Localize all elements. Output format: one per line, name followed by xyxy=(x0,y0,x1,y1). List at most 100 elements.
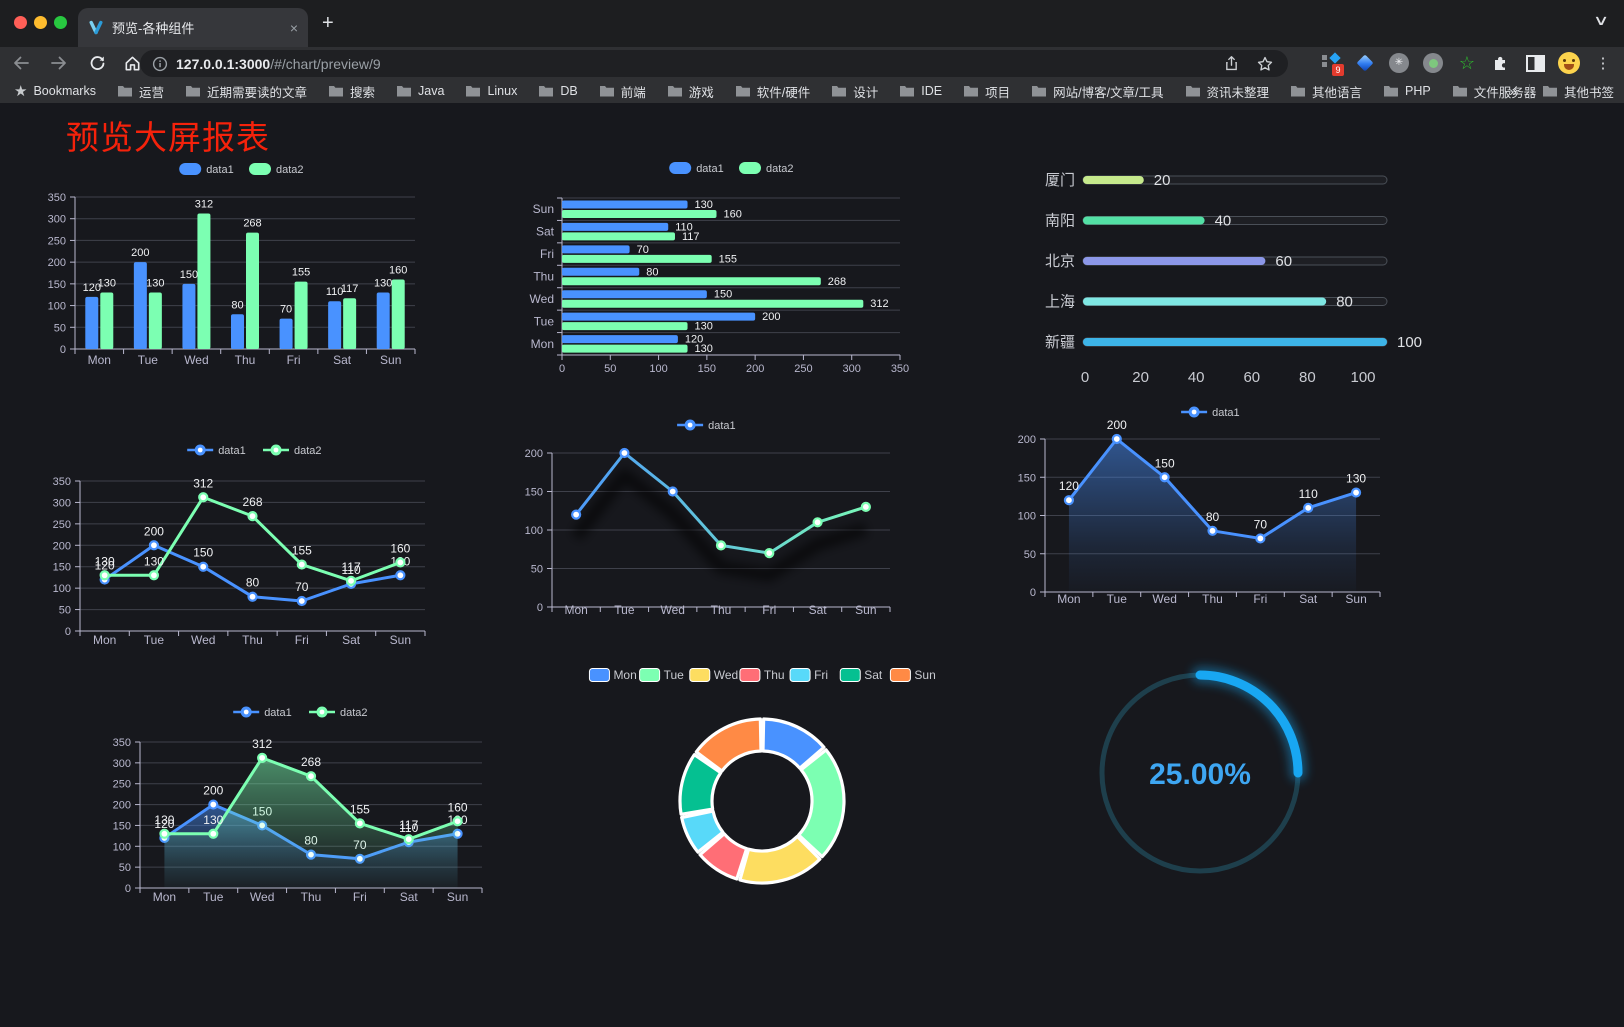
svg-text:130: 130 xyxy=(144,554,164,568)
url-host: 127.0.0.1:3000 xyxy=(176,55,271,72)
bookmark-label: 搜索 xyxy=(350,85,376,100)
bookmark-item[interactable]: PHP xyxy=(1383,84,1431,98)
svg-text:80: 80 xyxy=(231,299,243,311)
svg-text:Sat: Sat xyxy=(809,603,828,617)
bookmark-item[interactable]: 运营 xyxy=(117,82,164,101)
svg-text:新疆: 新疆 xyxy=(1045,334,1075,351)
bookmark-item[interactable]: 近期需要读的文章 xyxy=(185,82,307,101)
reader-panel-extension-icon[interactable] xyxy=(1524,52,1546,74)
bookmark-item[interactable]: Linux xyxy=(465,84,517,98)
svg-text:110: 110 xyxy=(675,221,693,233)
svg-text:Mon: Mon xyxy=(564,603,587,617)
bookmarks-divider xyxy=(1528,83,1530,99)
bookmark-item[interactable]: IDE xyxy=(899,84,942,98)
menu-dots-icon[interactable]: ⋮ xyxy=(1595,55,1611,72)
svg-text:100: 100 xyxy=(649,363,667,375)
other-bookmarks-item[interactable]: 其他书签 xyxy=(1542,82,1614,101)
bookmarks-star-icon: ★ xyxy=(14,82,28,100)
bookmark-item[interactable]: 软件/硬件 xyxy=(735,82,810,101)
svg-text:Thu: Thu xyxy=(533,270,554,284)
svg-text:130: 130 xyxy=(695,199,713,211)
asterisk-circle-extension-icon[interactable]: ✳ xyxy=(1388,52,1410,74)
svg-text:Fri: Fri xyxy=(814,668,828,682)
svg-text:130: 130 xyxy=(95,554,115,568)
bookmark-label: Java xyxy=(418,84,445,98)
folder-icon xyxy=(539,86,554,97)
bookmark-item[interactable]: 项目 xyxy=(963,82,1010,101)
bookmark-item[interactable]: 游戏 xyxy=(667,82,714,101)
bookmark-label: 其他书签 xyxy=(1563,85,1614,100)
bookmark-item[interactable]: 前端 xyxy=(599,82,646,101)
bookmark-item[interactable]: 网站/博客/文章/工具 xyxy=(1031,82,1164,101)
donut-chart: Mon Tue Wed Thu Fri Sat Sun xyxy=(588,668,936,885)
bookmark-item[interactable]: 文件服务器 xyxy=(1452,82,1536,101)
svg-text:厦门: 厦门 xyxy=(1045,172,1075,189)
progress-chart: 厦门 20 南阳 40 北京 60 上海 80 新疆 100 0 20 40 60 80 100 xyxy=(1045,172,1422,386)
svg-text:100: 100 xyxy=(53,583,71,595)
window-controls[interactable] xyxy=(14,16,67,29)
star-outline-extension-icon[interactable]: ☆ xyxy=(1458,53,1476,73)
puzzle-extensions-icon[interactable] xyxy=(1490,52,1512,74)
url-text[interactable]: 127.0.0.1:3000/#/chart/preview/9 xyxy=(176,56,381,72)
svg-text:0: 0 xyxy=(537,602,543,614)
svg-text:200: 200 xyxy=(1107,418,1127,432)
forward-button[interactable] xyxy=(48,52,70,74)
minimize-window-button[interactable] xyxy=(34,16,47,29)
record-circle-extension-icon[interactable] xyxy=(1422,52,1444,74)
address-bar[interactable]: 127.0.0.1:3000/#/chart/preview/9 xyxy=(140,50,1288,77)
folder-icon xyxy=(117,86,132,97)
svg-text:200: 200 xyxy=(53,540,71,552)
bookmarks-manager-item[interactable]: ★ Bookmarks xyxy=(14,84,96,99)
reload-button[interactable] xyxy=(86,52,108,74)
svg-text:80: 80 xyxy=(1336,294,1353,311)
svg-text:70: 70 xyxy=(637,244,649,256)
svg-text:70: 70 xyxy=(280,304,292,316)
bookmark-label: 网站/博客/文章/工具 xyxy=(1053,85,1164,100)
folder-icon xyxy=(466,86,481,97)
svg-text:Sat: Sat xyxy=(400,890,419,904)
close-window-button[interactable] xyxy=(14,16,27,29)
svg-text:Sat: Sat xyxy=(1299,592,1318,606)
new-tab-button[interactable]: + xyxy=(322,12,334,34)
pixel-grid-extension-icon[interactable]: 9 xyxy=(1320,52,1344,76)
maximize-window-button[interactable] xyxy=(54,16,67,29)
svg-text:data1: data1 xyxy=(264,707,292,719)
svg-text:data1: data1 xyxy=(218,445,246,457)
svg-text:50: 50 xyxy=(54,322,66,334)
svg-text:200: 200 xyxy=(144,524,164,538)
bookmark-item[interactable]: Java xyxy=(396,84,444,98)
svg-text:300: 300 xyxy=(53,497,71,509)
folder-icon xyxy=(1452,86,1467,97)
svg-text:120: 120 xyxy=(154,817,174,831)
svg-text:南阳: 南阳 xyxy=(1045,213,1075,230)
profile-avatar-icon[interactable] xyxy=(1558,52,1580,74)
svg-text:200: 200 xyxy=(203,784,223,798)
share-icon[interactable] xyxy=(1223,55,1240,72)
bookmark-label: DB xyxy=(560,84,578,98)
svg-text:117: 117 xyxy=(399,818,418,832)
bookmark-item[interactable]: 资讯未整理 xyxy=(1185,82,1269,101)
svg-text:data2: data2 xyxy=(340,707,368,719)
svg-text:117: 117 xyxy=(341,283,359,295)
bookmark-item[interactable]: 搜索 xyxy=(328,82,375,101)
tab-search-chevron-icon[interactable]: ∨ xyxy=(1592,12,1610,28)
svg-text:155: 155 xyxy=(719,253,737,265)
site-info-icon[interactable] xyxy=(152,56,168,72)
svg-text:Thu: Thu xyxy=(1202,592,1223,606)
svg-text:Thu: Thu xyxy=(711,603,732,617)
svg-text:150: 150 xyxy=(180,269,198,281)
bookmarks-overflow-chevron[interactable]: » xyxy=(1509,83,1517,99)
back-button[interactable] xyxy=(10,52,32,74)
tab-close-icon[interactable]: × xyxy=(289,19,298,36)
browser-tab[interactable]: 预览-各种组件 × xyxy=(78,8,308,47)
svg-text:120: 120 xyxy=(685,334,703,346)
svg-text:80: 80 xyxy=(1299,369,1316,386)
bookmark-star-icon[interactable] xyxy=(1256,55,1274,73)
bookmark-item[interactable]: 其他语言 xyxy=(1290,82,1362,101)
svg-text:100: 100 xyxy=(525,525,543,537)
home-button[interactable] xyxy=(121,52,143,74)
folder-icon xyxy=(186,86,200,97)
bookmark-item[interactable]: DB xyxy=(538,84,578,98)
bookmark-item[interactable]: 设计 xyxy=(831,82,878,101)
